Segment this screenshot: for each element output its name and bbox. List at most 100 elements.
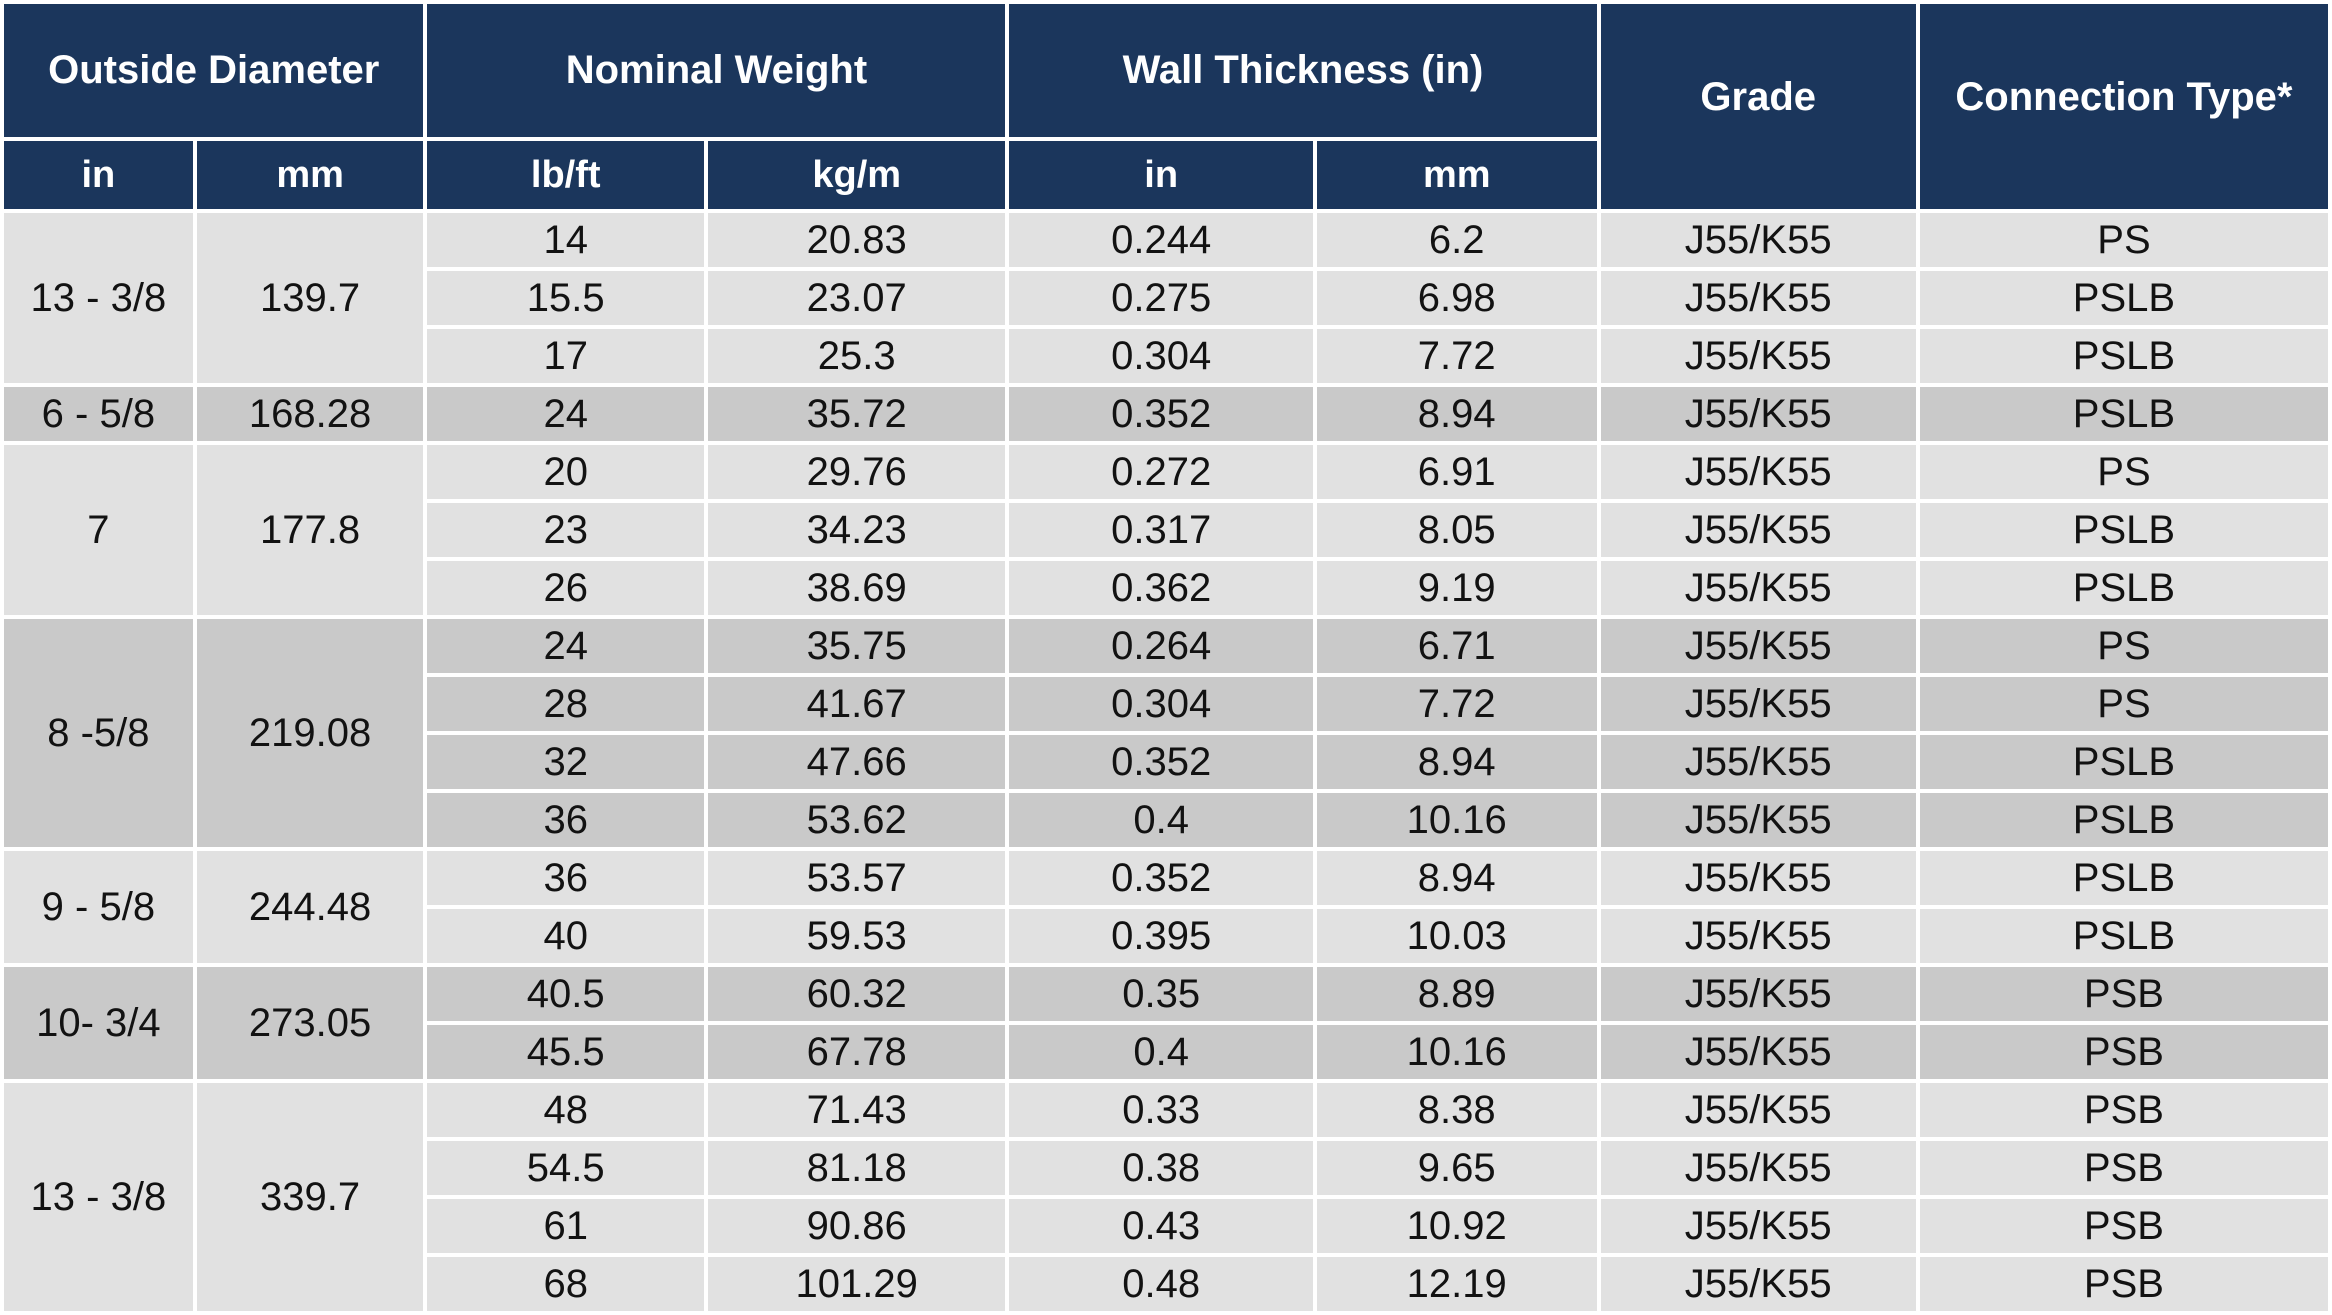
od-in-cell: 13 - 3/8 bbox=[0, 1079, 197, 1315]
kgm-cell: 34.23 bbox=[703, 499, 1010, 561]
lbft-cell: 48 bbox=[423, 1079, 708, 1141]
table-row: 36 53.62 0.4 10.16 J55/K55 PSLB bbox=[2, 789, 2332, 851]
header-connection-type: Connection Type* bbox=[1915, 0, 2332, 213]
wall-in-cell: 0.362 bbox=[1005, 557, 1317, 619]
table-row: 13 - 3/8 139.7 14 20.83 0.244 6.2 J55/K55 PS bbox=[0, 209, 2332, 387]
kgm-cell: 29.76 bbox=[703, 441, 1010, 503]
grade-cell: J55/K55 bbox=[1596, 1021, 1920, 1083]
subheader-wall-in: in bbox=[1005, 137, 1317, 213]
table-row: 32 47.66 0.352 8.94 J55/K55 PSLB bbox=[2, 731, 2332, 793]
lbft-cell: 24 bbox=[423, 615, 708, 677]
wall-in-cell: 0.272 bbox=[1005, 441, 1317, 503]
subheader-kgm: kg/m bbox=[703, 137, 1010, 213]
od-mm-cell: 219.08 bbox=[192, 615, 428, 851]
lbft-cell: 26 bbox=[423, 557, 708, 619]
wall-mm-cell: 10.92 bbox=[1312, 1195, 1601, 1257]
lbft-cell: 14 bbox=[423, 209, 708, 271]
grade-cell: J55/K55 bbox=[1596, 441, 1920, 503]
grade-cell: J55/K55 bbox=[1596, 499, 1920, 561]
grade-cell: J55/K55 bbox=[1596, 383, 1920, 445]
od-mm-cell: 339.7 bbox=[192, 1079, 428, 1315]
header-grade: Grade bbox=[1596, 0, 1920, 213]
od-in-cell: 7 bbox=[0, 441, 197, 619]
table-row: 23 34.23 0.317 8.05 J55/K55 PSLB bbox=[2, 499, 2332, 561]
connection-cell: PSLB bbox=[1915, 499, 2332, 561]
wall-in-cell: 0.304 bbox=[1005, 673, 1317, 735]
lbft-cell: 28 bbox=[423, 673, 708, 735]
lbft-cell: 15.5 bbox=[423, 267, 708, 329]
table-row: 54.5 81.18 0.38 9.65 J55/K55 PSB bbox=[2, 1137, 2332, 1199]
wall-in-cell: 0.352 bbox=[1005, 383, 1317, 445]
table-body: 13 - 3/8 139.7 14 20.83 0.244 6.2 J55/K55 PS 15.… bbox=[0, 209, 2332, 1315]
table-row: 40 59.53 0.395 10.03 J55/K55 PSLB bbox=[2, 905, 2332, 967]
od-in-cell: 13 - 3/8 bbox=[0, 209, 197, 387]
grade-cell: J55/K55 bbox=[1596, 557, 1920, 619]
connection-cell: PS bbox=[1915, 209, 2332, 271]
grade-cell: J55/K55 bbox=[1596, 963, 1920, 1025]
wall-mm-cell: 10.03 bbox=[1312, 905, 1601, 967]
kgm-cell: 81.18 bbox=[703, 1137, 1010, 1199]
lbft-cell: 61 bbox=[423, 1195, 708, 1257]
grade-cell: J55/K55 bbox=[1596, 789, 1920, 851]
table-row: 13 - 3/8 339.7 48 71.43 0.33 8.38 J55/K55 PSB bbox=[0, 1079, 2332, 1315]
wall-in-cell: 0.4 bbox=[1005, 789, 1317, 851]
wall-in-cell: 0.395 bbox=[1005, 905, 1317, 967]
connection-cell: PSLB bbox=[1915, 557, 2332, 619]
connection-cell: PSLB bbox=[1915, 325, 2332, 387]
table-row: 28 41.67 0.304 7.72 J55/K55 PS bbox=[2, 673, 2332, 735]
table-row: 7 177.8 20 29.76 0.272 6.91 J55/K55 PS bbox=[0, 441, 2332, 619]
connection-cell: PSLB bbox=[1915, 731, 2332, 793]
kgm-cell: 60.32 bbox=[703, 963, 1010, 1025]
wall-mm-cell: 6.71 bbox=[1312, 615, 1601, 677]
wall-in-cell: 0.33 bbox=[1005, 1079, 1317, 1141]
header-outside-diameter: Outside Diameter bbox=[0, 0, 428, 141]
lbft-cell: 23 bbox=[423, 499, 708, 561]
wall-in-cell: 0.4 bbox=[1005, 1021, 1317, 1083]
lbft-cell: 20 bbox=[423, 441, 708, 503]
lbft-cell: 68 bbox=[423, 1253, 708, 1315]
table-row: 26 38.69 0.362 9.19 J55/K55 PSLB bbox=[2, 557, 2332, 619]
lbft-cell: 45.5 bbox=[423, 1021, 708, 1083]
header-nominal-weight: Nominal Weight bbox=[423, 0, 1010, 141]
kgm-cell: 101.29 bbox=[703, 1253, 1010, 1315]
kgm-cell: 53.62 bbox=[703, 789, 1010, 851]
wall-in-cell: 0.48 bbox=[1005, 1253, 1317, 1315]
lbft-cell: 32 bbox=[423, 731, 708, 793]
grade-cell: J55/K55 bbox=[1596, 847, 1920, 909]
wall-mm-cell: 9.65 bbox=[1312, 1137, 1601, 1199]
kgm-cell: 71.43 bbox=[703, 1079, 1010, 1141]
od-mm-cell: 139.7 bbox=[192, 209, 428, 387]
kgm-cell: 35.75 bbox=[703, 615, 1010, 677]
kgm-cell: 47.66 bbox=[703, 731, 1010, 793]
lbft-cell: 36 bbox=[423, 847, 708, 909]
wall-in-cell: 0.43 bbox=[1005, 1195, 1317, 1257]
table-row: 8 -5/8 219.08 24 35.75 0.264 6.71 J55/K55 PS bbox=[0, 615, 2332, 851]
wall-in-cell: 0.304 bbox=[1005, 325, 1317, 387]
od-in-cell: 9 - 5/8 bbox=[0, 847, 197, 967]
connection-cell: PS bbox=[1915, 673, 2332, 735]
wall-in-cell: 0.264 bbox=[1005, 615, 1317, 677]
od-in-cell: 10- 3/4 bbox=[0, 963, 197, 1083]
od-mm-cell: 273.05 bbox=[192, 963, 428, 1083]
grade-cell: J55/K55 bbox=[1596, 1079, 1920, 1141]
table-row: 6 - 5/8 168.28 24 35.72 0.352 8.94 J55/K55 PSLB bbox=[0, 383, 2332, 445]
table-row: 17 25.3 0.304 7.72 J55/K55 PSLB bbox=[2, 325, 2332, 387]
connection-cell: PSB bbox=[1915, 1021, 2332, 1083]
grade-cell: J55/K55 bbox=[1596, 267, 1920, 329]
connection-cell: PSLB bbox=[1915, 789, 2332, 851]
subheader-od-in: in bbox=[0, 137, 197, 213]
subheader-od-mm: mm bbox=[192, 137, 428, 213]
kgm-cell: 67.78 bbox=[703, 1021, 1010, 1083]
table-header: Outside Diameter Nominal Weight Wall Thi… bbox=[0, 0, 2332, 213]
kgm-cell: 23.07 bbox=[703, 267, 1010, 329]
grade-cell: J55/K55 bbox=[1596, 325, 1920, 387]
wall-mm-cell: 8.05 bbox=[1312, 499, 1601, 561]
grade-cell: J55/K55 bbox=[1596, 615, 1920, 677]
kgm-cell: 25.3 bbox=[703, 325, 1010, 387]
connection-cell: PSB bbox=[1915, 1137, 2332, 1199]
wall-mm-cell: 8.94 bbox=[1312, 731, 1601, 793]
wall-mm-cell: 8.94 bbox=[1312, 383, 1601, 445]
connection-cell: PS bbox=[1915, 441, 2332, 503]
od-in-cell: 6 - 5/8 bbox=[0, 383, 197, 445]
